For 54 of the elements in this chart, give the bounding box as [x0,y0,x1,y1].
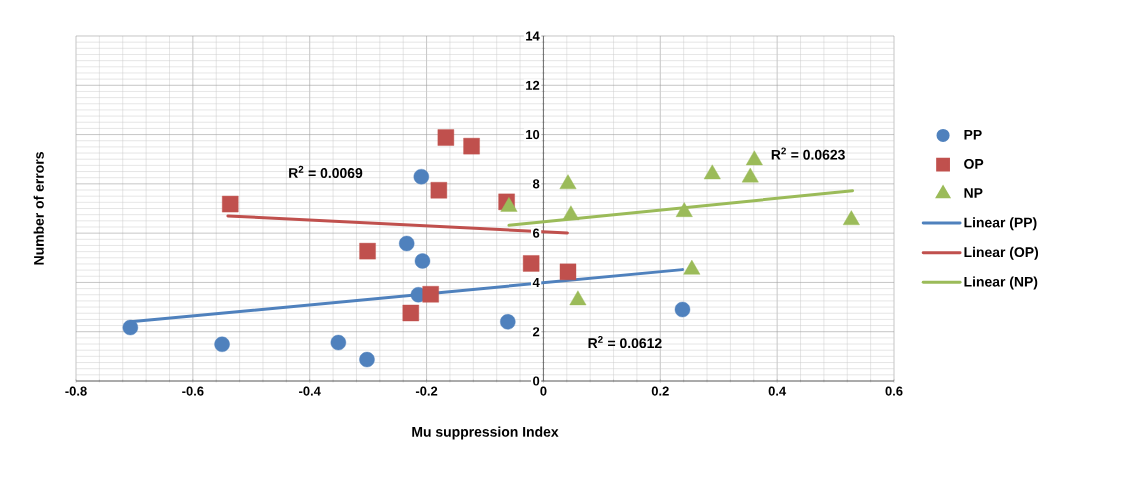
point [500,314,516,330]
legend-label: Linear (NP) [964,276,1038,290]
point [359,242,376,260]
y-tick-label: 8 [532,179,540,189]
point [330,334,347,351]
y-tick-label: 0 [533,376,540,386]
point [463,137,480,155]
point [559,174,577,190]
point [402,304,419,322]
y-tick-label: 10 [526,129,540,140]
point [559,263,577,281]
point [562,205,580,221]
point [359,351,375,368]
y-tick-label: 2 [532,327,540,337]
legend-label: NP [964,188,983,198]
point [413,169,430,185]
point [399,235,415,252]
x-tick-label: 0.6 [885,386,903,396]
point [214,336,230,352]
y-tick-label: 6 [533,228,540,238]
point [437,129,455,146]
point [745,150,763,166]
x-tick-label: 0.4 [768,386,787,396]
point [430,182,448,199]
x-tick-label: -0.8 [65,386,87,396]
point [703,164,721,180]
x-tick-label: -0.4 [299,386,321,396]
point [842,210,860,226]
annotation: R$^{2}$ = 0.0612 [588,335,662,349]
x-axis-title: Mu suppression Index [412,426,559,440]
point [741,167,759,183]
annotation: R$^{2}$ = 0.0623 [771,147,845,160]
point [675,202,693,217]
legend-label: PP [964,129,982,140]
point [122,319,139,336]
point [522,255,540,272]
x-tick-label: 0 [540,386,547,396]
x-tick-label: 0.2 [651,386,669,396]
x-tick-label: -0.6 [182,386,204,396]
y-tick-label: 14 [526,31,540,41]
annotation: R$^{2}$ = 0.0069 [289,165,363,179]
point [222,195,239,213]
legend-label: Linear (OP) [964,246,1039,260]
x-tick-label: -0.2 [415,386,438,396]
y-tick-label: 4 [532,277,540,287]
legend-label: Linear (PP) [964,217,1037,231]
legend-label: OP [964,158,984,169]
point [500,197,518,212]
point [422,286,439,303]
point [674,301,691,318]
point [569,290,587,306]
y-tick-label: 12 [526,80,540,90]
y-axis-title: Number of errors [33,152,44,265]
point [414,253,431,269]
